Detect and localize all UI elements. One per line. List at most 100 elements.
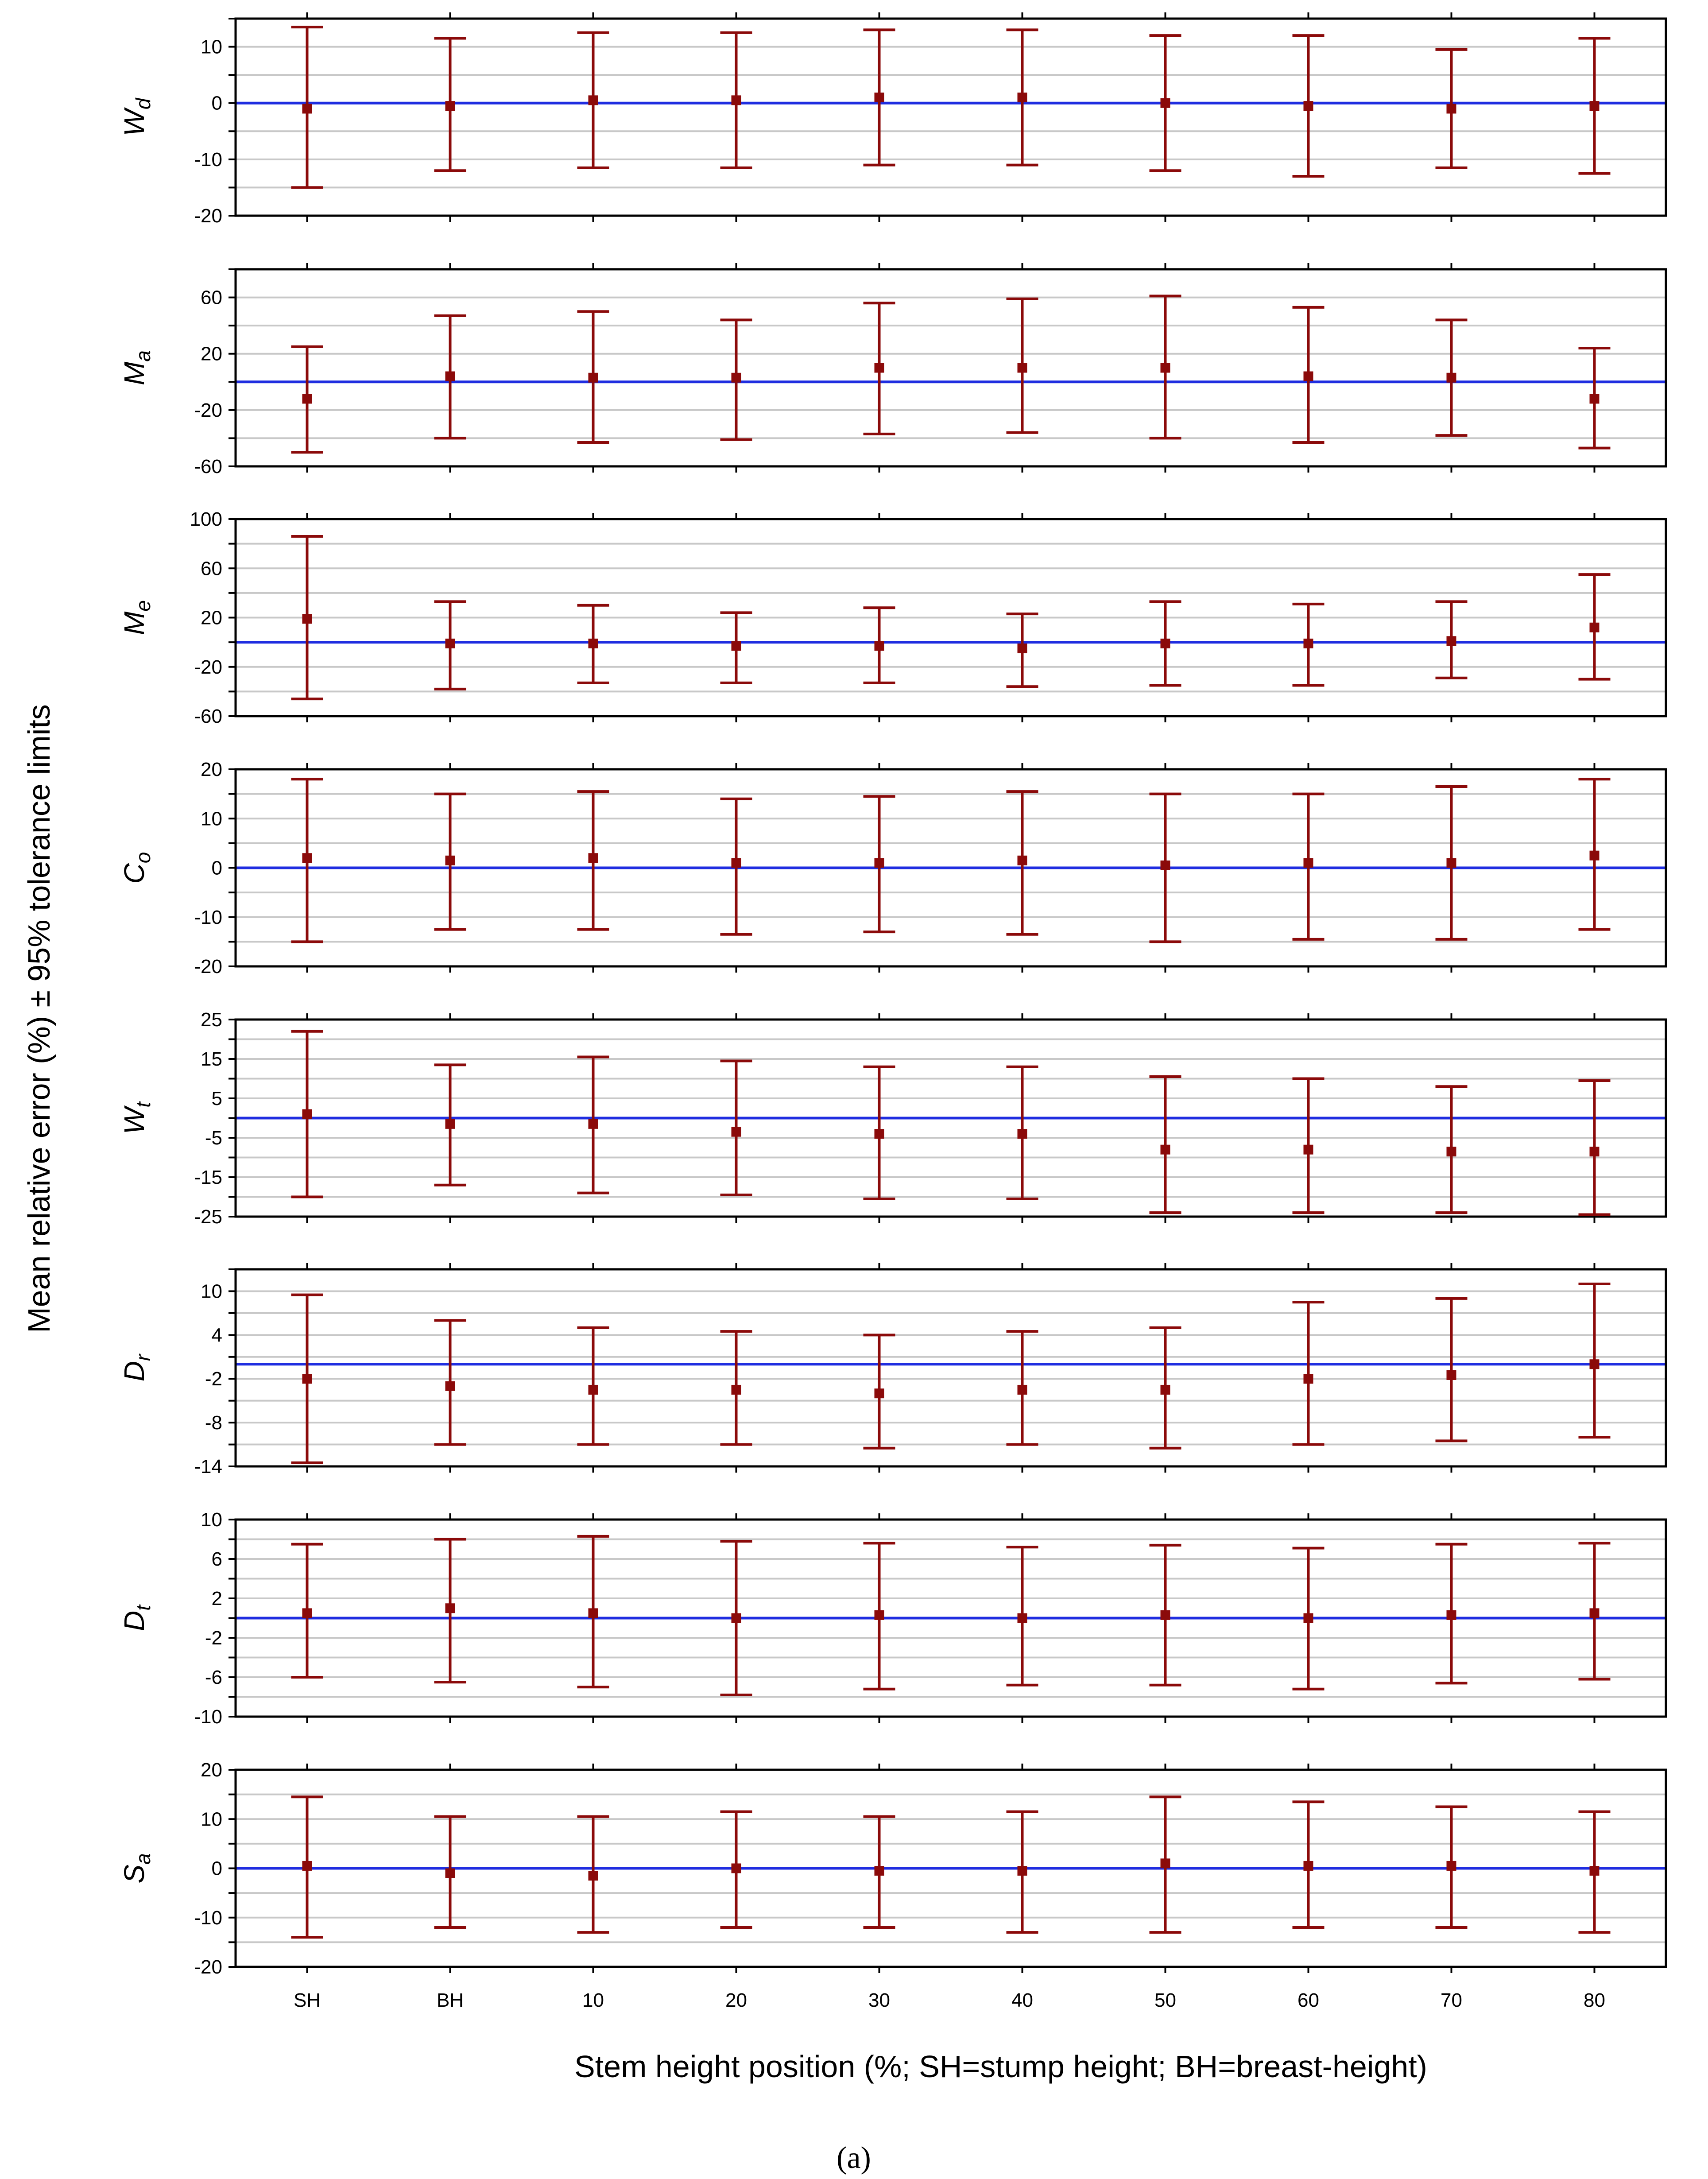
panel-m-e: -60 -20 20 60 100 Me xyxy=(118,508,1667,727)
error-bar xyxy=(434,314,466,440)
mean-marker xyxy=(1160,860,1170,870)
y-tick-label: 2 xyxy=(212,1588,222,1609)
mean-marker xyxy=(302,104,312,114)
y-axis-title: Mean relative error (%) ± 95% tolerance … xyxy=(22,704,56,1333)
y-tick-label: -8 xyxy=(205,1412,222,1434)
mean-marker xyxy=(588,853,598,863)
mean-marker xyxy=(445,1603,455,1613)
mean-marker xyxy=(302,1608,312,1618)
error-bar xyxy=(1149,600,1181,687)
y-tick-label: -10 xyxy=(194,149,222,171)
mean-marker xyxy=(1017,363,1027,373)
mean-marker xyxy=(1303,1861,1313,1871)
mean-marker xyxy=(1446,1147,1456,1157)
error-bar xyxy=(291,1543,323,1679)
mean-marker xyxy=(1017,1384,1027,1395)
mean-marker xyxy=(445,1381,455,1391)
error-bar xyxy=(1435,600,1468,679)
y-tick-label: 100 xyxy=(190,508,222,530)
mean-marker xyxy=(1589,1359,1600,1369)
mean-marker xyxy=(302,614,312,624)
error-bar xyxy=(1006,613,1038,688)
panel-label: Wt xyxy=(118,1101,155,1134)
y-tick-label: -5 xyxy=(205,1127,222,1149)
y-tick-label: 4 xyxy=(212,1324,222,1346)
error-bar xyxy=(577,1535,609,1689)
mean-marker xyxy=(445,1868,455,1878)
error-bar xyxy=(291,1795,323,1939)
mean-marker xyxy=(731,372,741,383)
error-bar xyxy=(720,1810,752,1929)
y-tick-label: -20 xyxy=(194,656,222,678)
y-tick-label: -10 xyxy=(194,1907,222,1929)
panel-label: Dr xyxy=(118,1353,155,1381)
mean-marker xyxy=(1160,1610,1170,1620)
mean-marker xyxy=(445,101,455,111)
mean-marker xyxy=(874,1388,884,1399)
error-bar xyxy=(1435,1543,1468,1685)
mean-marker xyxy=(1160,98,1170,108)
error-bar xyxy=(1149,1543,1181,1687)
mean-marker xyxy=(1017,644,1027,654)
mean-marker xyxy=(1446,1610,1456,1620)
y-tick-label: 10 xyxy=(201,1509,222,1531)
x-category-label: 20 xyxy=(725,1989,747,2011)
mean-marker xyxy=(731,1613,741,1623)
y-tick-label: 20 xyxy=(201,607,222,629)
y-tick-label: -60 xyxy=(194,706,222,727)
y-tick-label: -60 xyxy=(194,456,222,477)
error-bar xyxy=(1149,295,1181,440)
mean-marker xyxy=(445,1119,455,1129)
mean-marker xyxy=(1589,622,1600,632)
mean-marker xyxy=(1160,1144,1170,1155)
panel-w-d: -20 -10 0 10 Wd xyxy=(118,12,1667,227)
mean-marker xyxy=(874,363,884,373)
error-bar xyxy=(863,28,895,167)
error-bar xyxy=(1149,1326,1181,1450)
error-bar xyxy=(577,31,609,169)
plot-frame xyxy=(234,17,1667,217)
y-tick-label: 15 xyxy=(201,1048,222,1070)
error-bar xyxy=(863,1542,895,1690)
panel-label: Ma xyxy=(118,350,155,385)
y-tick-label: 60 xyxy=(201,287,222,309)
mean-marker xyxy=(302,1109,312,1119)
error-bar xyxy=(577,1055,609,1194)
mean-marker xyxy=(302,853,312,863)
mean-marker xyxy=(874,93,884,102)
x-category-label: 30 xyxy=(868,1989,890,2011)
error-bar xyxy=(1292,1077,1325,1214)
error-bar xyxy=(1578,778,1611,931)
error-bar xyxy=(1435,1805,1468,1929)
error-bar xyxy=(1578,1542,1611,1681)
error-bar xyxy=(863,606,895,684)
panels-group: -20-10010Wd-60-202060Ma-60-202060100Me-2… xyxy=(118,12,1667,1978)
mean-marker xyxy=(1160,1858,1170,1869)
panel-w-t: -25 -15 -5 5 15 25 Wt xyxy=(118,1009,1667,1228)
y-tick-label: -15 xyxy=(194,1167,222,1188)
error-bar xyxy=(434,600,466,690)
y-tick-label: -2 xyxy=(205,1627,222,1649)
x-category-label: SH xyxy=(294,1989,321,2011)
mean-marker xyxy=(1303,1374,1313,1384)
x-axis-title: Stem height position (%; SH=stump height… xyxy=(574,2049,1427,2084)
plot-frame xyxy=(234,1268,1667,1468)
error-bar xyxy=(291,1293,323,1464)
mean-marker xyxy=(445,855,455,865)
error-bar xyxy=(291,1030,323,1198)
error-bar xyxy=(1578,573,1611,681)
mean-marker xyxy=(1589,394,1600,404)
x-category-label: 50 xyxy=(1154,1989,1176,2011)
error-bar xyxy=(1149,34,1181,172)
mean-marker xyxy=(1303,1144,1313,1155)
error-bar xyxy=(1006,28,1038,167)
error-bar xyxy=(434,1538,466,1684)
y-tick-label: 0 xyxy=(212,1858,222,1880)
panel-label: Dt xyxy=(118,1604,155,1631)
error-bar xyxy=(863,1815,895,1929)
error-bar xyxy=(1435,785,1468,941)
error-bar xyxy=(291,535,323,701)
figure-caption: (a) xyxy=(837,2141,871,2175)
error-bar xyxy=(577,604,609,684)
